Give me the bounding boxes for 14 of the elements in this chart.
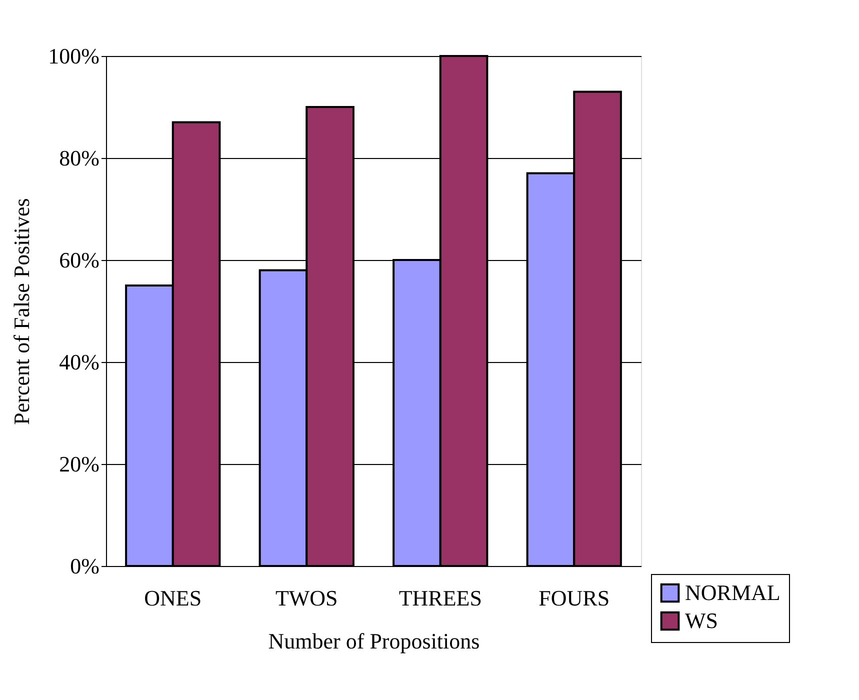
y-tick-label: 0% bbox=[70, 554, 100, 578]
y-tick-label: 20% bbox=[59, 452, 100, 476]
x-tick-label: FOURS bbox=[538, 586, 610, 610]
legend-label: NORMAL bbox=[685, 580, 780, 605]
x-tick-label: ONES bbox=[144, 586, 202, 610]
y-axis-title: Percent of False Positives bbox=[9, 198, 34, 425]
y-tick-label: 40% bbox=[59, 350, 100, 374]
y-tick-label: 80% bbox=[59, 146, 100, 170]
y-tick-label: 60% bbox=[59, 248, 100, 272]
x-tick-label: TWOS bbox=[275, 586, 338, 610]
x-axis-title: Number of Propositions bbox=[268, 628, 480, 654]
x-tick-label: THREES bbox=[398, 586, 482, 610]
legend-label: WS bbox=[685, 608, 718, 633]
y-tick-label: 100% bbox=[48, 44, 100, 68]
